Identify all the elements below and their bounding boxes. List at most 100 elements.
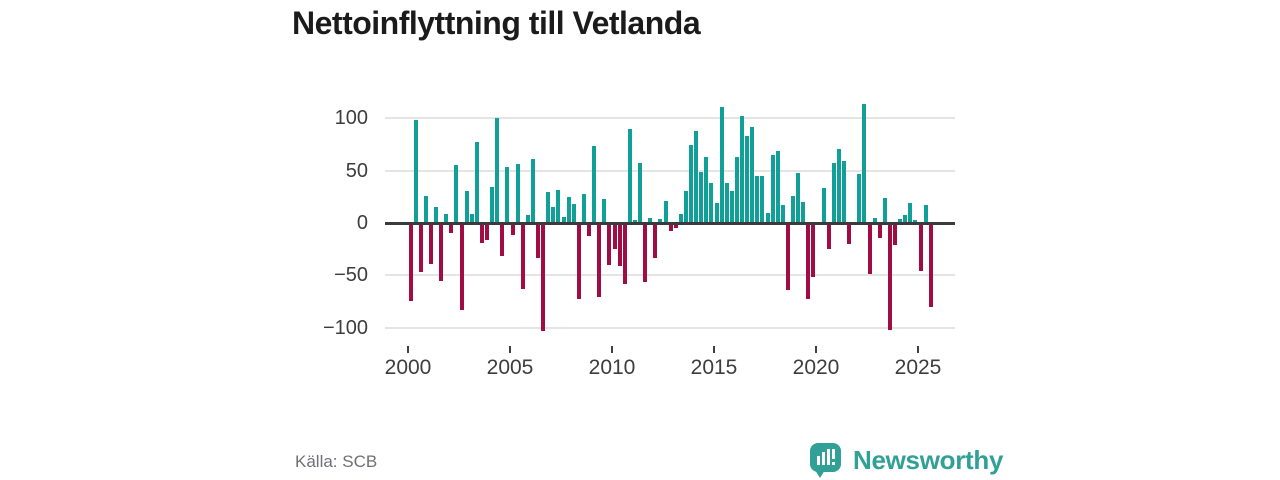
bar-2011-Q2[interactable] — [638, 163, 643, 223]
bar-2011-Q1[interactable] — [632, 219, 637, 223]
bar-2024-Q3[interactable] — [908, 203, 913, 223]
bar-2008-Q3[interactable] — [581, 193, 586, 223]
bar-2009-Q4[interactable] — [607, 223, 612, 265]
bar-2014-Q3[interactable] — [704, 157, 709, 223]
bar-2004-Q1[interactable] — [490, 187, 495, 223]
bar-2002-Q1[interactable] — [449, 223, 454, 234]
bar-2004-Q3[interactable] — [500, 223, 505, 257]
bar-2022-Q1[interactable] — [857, 173, 862, 223]
bar-2015-Q2[interactable] — [719, 106, 724, 223]
bar-2021-Q2[interactable] — [842, 161, 847, 223]
bar-2021-Q3[interactable] — [847, 223, 852, 244]
bar-2002-Q4[interactable] — [464, 190, 469, 223]
bar-2007-Q1[interactable] — [551, 207, 556, 223]
bar-2019-Q2[interactable] — [801, 202, 806, 223]
bar-2021-Q1[interactable] — [836, 148, 841, 223]
bar-2002-Q3[interactable] — [459, 223, 464, 310]
bar-2019-Q4[interactable] — [811, 223, 816, 278]
bar-2018-Q3[interactable] — [785, 223, 790, 290]
bar-2015-Q4[interactable] — [729, 190, 734, 223]
bar-2023-Q1[interactable] — [877, 223, 882, 238]
bar-2011-Q3[interactable] — [643, 223, 648, 282]
bar-2006-Q2[interactable] — [536, 223, 541, 258]
bar-2017-Q1[interactable] — [755, 175, 760, 223]
bar-2017-Q3[interactable] — [765, 212, 770, 223]
bar-2013-Q1[interactable] — [673, 223, 678, 229]
bar-2022-Q3[interactable] — [867, 223, 872, 275]
bar-2023-Q3[interactable] — [887, 223, 892, 330]
bar-2014-Q1[interactable] — [694, 130, 699, 223]
bar-2016-Q1[interactable] — [734, 157, 739, 223]
bar-2012-Q1[interactable] — [653, 223, 658, 258]
bar-2024-Q4[interactable] — [913, 219, 918, 223]
newsworthy-logo[interactable]: Newsworthy — [810, 442, 1003, 478]
bar-2013-Q2[interactable] — [678, 213, 683, 223]
bar-2012-Q4[interactable] — [668, 223, 673, 232]
bar-2008-Q2[interactable] — [576, 223, 581, 300]
bar-2014-Q2[interactable] — [699, 171, 704, 223]
bar-2008-Q4[interactable] — [587, 223, 592, 236]
bar-2002-Q2[interactable] — [454, 165, 459, 223]
bar-2012-Q2[interactable] — [658, 218, 663, 223]
bar-2007-Q3[interactable] — [561, 216, 566, 223]
bar-2018-Q1[interactable] — [775, 150, 780, 223]
bar-2000-Q2[interactable] — [413, 120, 418, 223]
bar-2005-Q2[interactable] — [515, 164, 520, 223]
bar-2011-Q4[interactable] — [648, 217, 653, 223]
bar-2001-Q3[interactable] — [439, 223, 444, 281]
bar-2015-Q1[interactable] — [714, 203, 719, 223]
bar-2006-Q1[interactable] — [530, 159, 535, 223]
bar-2005-Q3[interactable] — [520, 223, 525, 289]
bar-2006-Q3[interactable] — [541, 223, 546, 331]
bar-2005-Q4[interactable] — [525, 214, 530, 223]
bar-2013-Q3[interactable] — [683, 190, 688, 223]
bar-2009-Q1[interactable] — [592, 145, 597, 223]
bar-2019-Q3[interactable] — [806, 223, 811, 300]
bar-2020-Q4[interactable] — [831, 163, 836, 223]
bar-2000-Q3[interactable] — [418, 223, 423, 273]
bar-2014-Q4[interactable] — [709, 183, 714, 223]
bar-2007-Q4[interactable] — [566, 196, 571, 223]
bar-2007-Q2[interactable] — [556, 189, 561, 223]
bar-2010-Q3[interactable] — [622, 223, 627, 284]
bar-2009-Q3[interactable] — [602, 198, 607, 223]
bar-2025-Q2[interactable] — [923, 205, 928, 223]
bar-2003-Q2[interactable] — [474, 142, 479, 223]
bar-2023-Q4[interactable] — [893, 223, 898, 245]
bar-2017-Q2[interactable] — [760, 175, 765, 223]
bar-2001-Q2[interactable] — [434, 207, 439, 223]
bar-2016-Q2[interactable] — [740, 116, 745, 223]
bar-2023-Q2[interactable] — [882, 197, 887, 223]
bar-2019-Q1[interactable] — [796, 172, 801, 223]
bar-2008-Q1[interactable] — [571, 204, 576, 223]
bar-2010-Q4[interactable] — [627, 128, 632, 223]
bar-2018-Q2[interactable] — [780, 205, 785, 223]
bar-2003-Q4[interactable] — [485, 223, 490, 240]
bar-2022-Q2[interactable] — [862, 103, 867, 223]
bar-2004-Q2[interactable] — [495, 118, 500, 223]
bar-2012-Q3[interactable] — [663, 201, 668, 223]
bar-2020-Q3[interactable] — [826, 223, 831, 250]
bar-2024-Q1[interactable] — [898, 218, 903, 223]
bar-2010-Q1[interactable] — [612, 223, 617, 250]
bar-2003-Q1[interactable] — [469, 213, 474, 223]
bar-2016-Q4[interactable] — [750, 126, 755, 223]
bar-2010-Q2[interactable] — [617, 223, 622, 266]
bar-2025-Q3[interactable] — [928, 223, 933, 307]
bar-2000-Q1[interactable] — [408, 223, 413, 302]
bar-2009-Q2[interactable] — [597, 223, 602, 298]
bar-2022-Q4[interactable] — [872, 217, 877, 223]
bar-2018-Q4[interactable] — [791, 195, 796, 223]
bar-2024-Q2[interactable] — [903, 214, 908, 223]
bar-2025-Q1[interactable] — [918, 223, 923, 272]
bar-2016-Q3[interactable] — [745, 136, 750, 223]
bar-2001-Q1[interactable] — [428, 223, 433, 264]
bar-2001-Q4[interactable] — [444, 213, 449, 223]
bar-2017-Q4[interactable] — [770, 155, 775, 223]
bar-2006-Q4[interactable] — [546, 191, 551, 223]
bar-2004-Q4[interactable] — [505, 166, 510, 223]
bar-2020-Q2[interactable] — [821, 188, 826, 223]
bar-2015-Q3[interactable] — [724, 183, 729, 223]
bar-2003-Q3[interactable] — [479, 223, 484, 243]
bar-2013-Q4[interactable] — [689, 144, 694, 223]
